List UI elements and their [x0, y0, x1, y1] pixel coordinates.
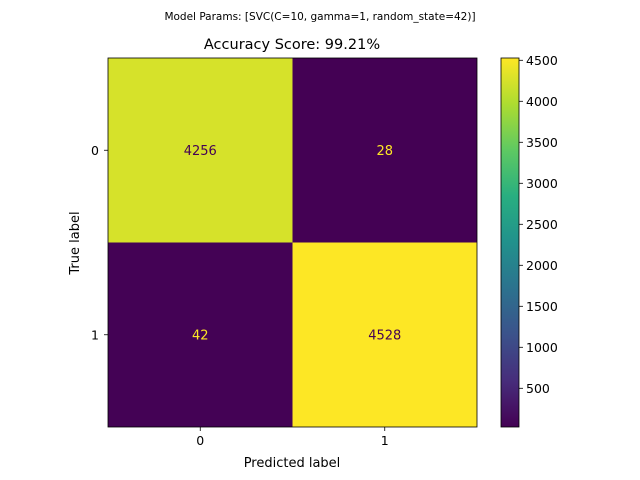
cell-value-label: 28 [376, 144, 393, 159]
colorbar-tick-label: 2500 [526, 217, 558, 232]
colorbar-ticks: 500 1000 1500 2000 2500 3000 3500 4000 4500 [519, 53, 558, 396]
y-axis-ticks: 01 [91, 143, 108, 342]
heatmap-cell [292, 58, 477, 243]
x-tick-label: 1 [381, 433, 389, 448]
colorbar-tick-label: 1500 [526, 299, 558, 314]
heatmap-cells [108, 58, 477, 427]
colorbar-tick-label: 3000 [526, 176, 558, 191]
colorbar-tick-label: 3500 [526, 135, 558, 150]
colorbar-tick-label: 2000 [526, 258, 558, 273]
heatmap-cell [108, 58, 293, 243]
cell-value-label: 4256 [184, 144, 217, 159]
colorbar-tick-label: 4500 [526, 53, 558, 68]
y-tick-label: 1 [91, 327, 99, 342]
cell-value-label: 4528 [368, 328, 401, 343]
x-tick-label: 0 [196, 433, 204, 448]
x-axis-label: Predicted label [244, 456, 341, 471]
heatmap-cell [292, 242, 477, 427]
heatmap-cell [108, 242, 293, 427]
heatmap-frame [107, 57, 478, 428]
colorbar [500, 57, 520, 428]
colorbar-tick-label: 500 [526, 381, 550, 396]
cell-value-label: 42 [192, 328, 209, 343]
y-tick-label: 0 [91, 143, 99, 158]
heatmap-cell-labels: 4256 28 42 4528 [184, 144, 402, 344]
colorbar-tick-label: 4000 [526, 94, 558, 109]
y-axis-label: True label [68, 211, 83, 275]
suptitle: Model Params: [SVC(C=10, gamma=1, random… [164, 11, 475, 23]
chart-title: Accuracy Score: 99.21% [204, 37, 380, 53]
colorbar-tick-label: 1000 [526, 340, 558, 355]
